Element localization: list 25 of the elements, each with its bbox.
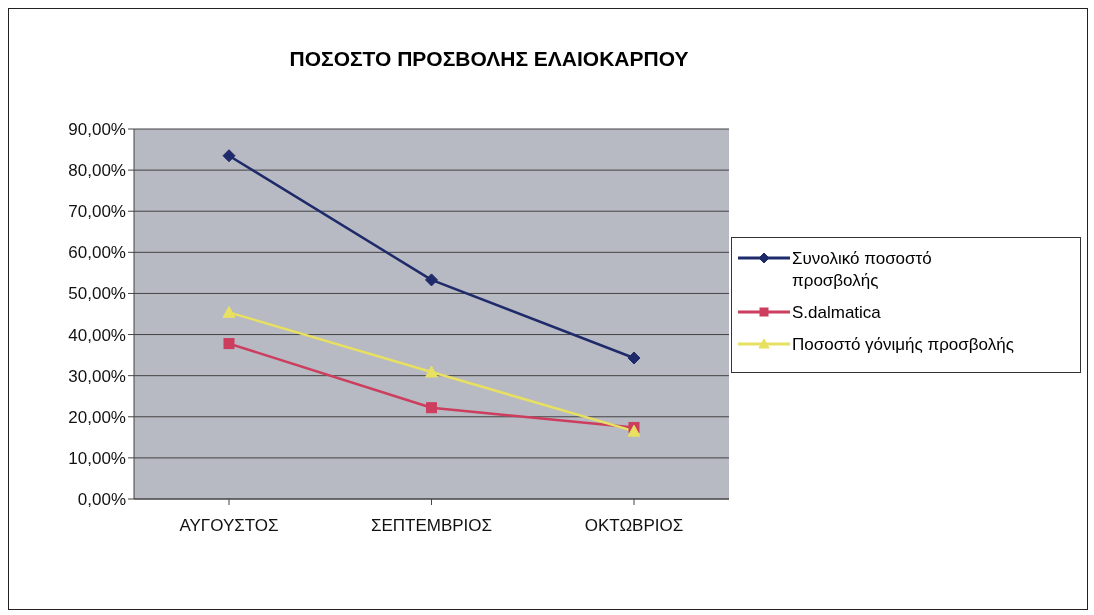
y-tick-label: 70,00% <box>68 202 126 222</box>
y-tick-label: 10,00% <box>68 448 126 468</box>
y-tick-label: 60,00% <box>68 243 126 263</box>
point <box>222 305 236 318</box>
point <box>222 149 236 163</box>
y-tick-label: 90,00% <box>68 120 126 140</box>
legend-label: Ποσοστό γόνιμής προσβολής <box>792 334 1014 356</box>
point <box>426 402 437 414</box>
point <box>425 365 438 378</box>
x-tick-label: ΑΥΓΟΥΣΤΟΣ <box>179 516 279 536</box>
point <box>627 351 641 365</box>
chart-title: ΠΟΣΟΣΤΟ ΠΡΟΣΒΟΛΗΣ ΕΛΑΙΟΚΑΡΠΟΥ <box>288 47 690 71</box>
y-tick-label: 0,00% <box>77 490 126 510</box>
legend-label: S.dalmatica <box>792 302 881 324</box>
y-tick-label: 20,00% <box>68 407 126 427</box>
x-tick-label: ΟΚΤΩΒΡΙΟΣ <box>584 516 684 536</box>
y-tick-label: 40,00% <box>68 325 126 345</box>
x-tick-label: ΣΕΠΤΕΜΒΡΙΟΣ <box>370 516 493 536</box>
point <box>425 273 438 287</box>
point <box>223 338 235 350</box>
y-tick-label: 80,00% <box>68 161 126 181</box>
y-tick-label: 30,00% <box>68 366 126 386</box>
y-tick-label: 50,00% <box>68 284 126 304</box>
legend-label: Συνολικό ποσοστό προσβολής <box>792 248 933 292</box>
point <box>627 424 641 437</box>
